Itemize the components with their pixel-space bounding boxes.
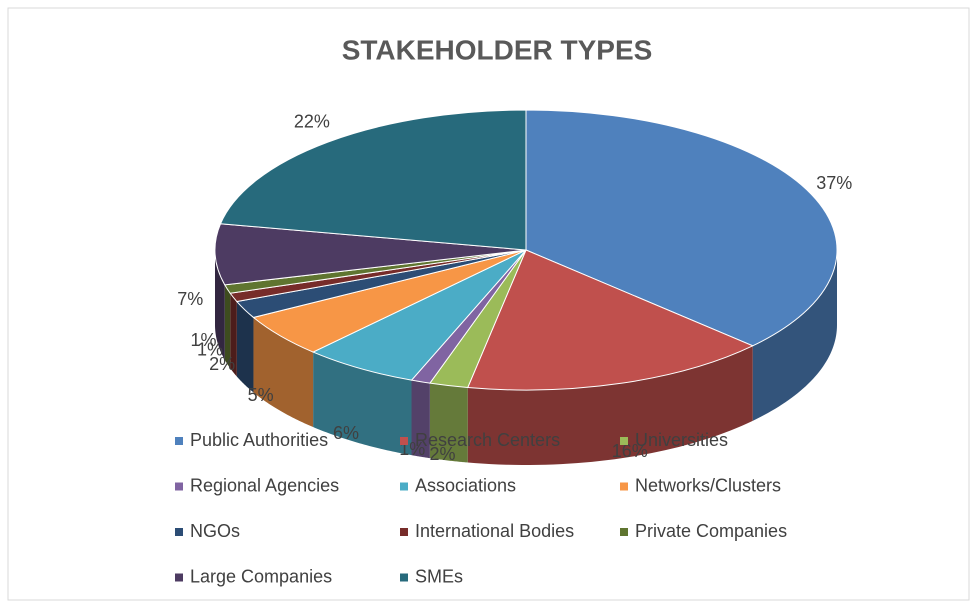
pie-side xyxy=(224,284,231,369)
legend-label: Associations xyxy=(415,475,516,495)
legend-label: Regional Agencies xyxy=(190,475,339,495)
legend-label: Private Companies xyxy=(635,521,787,541)
pie-side xyxy=(230,293,237,377)
pie-slice xyxy=(214,223,527,286)
data-label: 6% xyxy=(333,423,359,443)
legend-label: SMEs xyxy=(415,566,463,586)
legend-label: Networks/Clusters xyxy=(635,475,781,495)
legend-swatch xyxy=(175,573,183,582)
legend-label: International Bodies xyxy=(415,521,574,541)
pie-top xyxy=(214,109,838,391)
legend-label: Public Authorities xyxy=(190,430,328,450)
legend-swatch xyxy=(400,528,408,536)
pie-slice xyxy=(219,109,527,251)
data-label: 2% xyxy=(429,444,455,464)
data-label: 7% xyxy=(177,289,203,309)
pie-side xyxy=(313,352,412,456)
legend-swatch xyxy=(620,528,628,536)
legend-swatch xyxy=(175,437,183,445)
pie-side xyxy=(253,317,314,428)
legend-swatch xyxy=(620,437,628,445)
pie-side xyxy=(752,250,837,421)
data-label: 37% xyxy=(816,173,852,193)
data-label: 16% xyxy=(612,441,648,461)
pie-side xyxy=(429,383,468,463)
pie-side xyxy=(236,301,254,393)
pie-slice xyxy=(466,249,754,391)
pie-side xyxy=(467,345,753,465)
data-label: 1% xyxy=(197,340,223,360)
legend-swatch xyxy=(400,437,408,445)
data-label: 22% xyxy=(294,111,330,131)
legend-label: NGOs xyxy=(190,521,240,541)
data-label: 5% xyxy=(248,385,274,405)
legend-swatch xyxy=(400,482,408,491)
legend-label: Universities xyxy=(635,430,728,450)
pie-side xyxy=(215,250,225,360)
chart-title: STAKEHOLDER TYPES xyxy=(342,34,653,65)
legend-swatch xyxy=(175,528,183,536)
data-label: 1% xyxy=(190,330,216,350)
pie-side xyxy=(411,380,430,459)
legend-label: Research Centers xyxy=(415,430,560,450)
legend-swatch xyxy=(175,482,183,491)
pie-sides xyxy=(215,250,837,465)
data-label: 2% xyxy=(209,354,235,374)
legend-label: Large Companies xyxy=(190,566,332,586)
legend-swatch xyxy=(620,482,628,491)
legend-swatch xyxy=(400,573,408,582)
pie-slice xyxy=(525,109,838,347)
